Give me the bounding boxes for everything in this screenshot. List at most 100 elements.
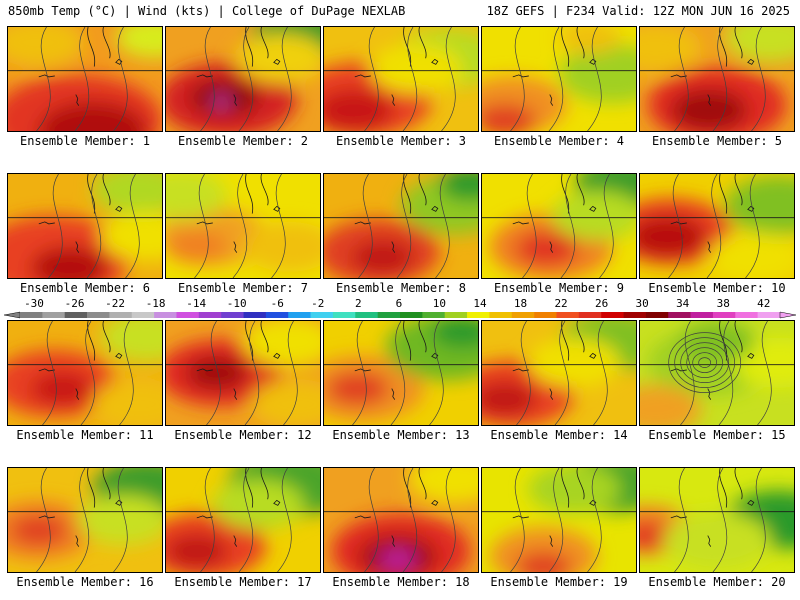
scale-swatch [556, 312, 580, 318]
low-pressure-contour [686, 347, 724, 378]
height-contour [244, 321, 260, 425]
map-boundary [512, 368, 529, 372]
height-contour [364, 468, 379, 572]
model-run-info: 18Z GEFS | F234 Valid: 12Z MON JUN 16 20… [486, 4, 790, 18]
ensemble-member-caption: Ensemble Member: 3 [335, 134, 467, 148]
temperature-anomaly [212, 479, 305, 530]
scale-swatch [154, 312, 177, 318]
scale-swatch [87, 312, 110, 318]
map-boundary [734, 174, 743, 206]
temperature-anomaly [663, 511, 771, 570]
scale-tick-label: -18 [145, 297, 166, 310]
height-contour [277, 468, 292, 572]
map-boundary [561, 468, 570, 508]
ensemble-member-map [7, 173, 163, 279]
map-boundary [403, 174, 412, 214]
temperature-anomaly [212, 96, 231, 107]
height-contour [548, 27, 564, 131]
temperature-anomaly [515, 551, 572, 572]
ensemble-member-caption: Ensemble Member: 6 [19, 281, 151, 295]
map-boundary [719, 468, 728, 508]
height-contour [674, 468, 689, 572]
height-contour [706, 174, 722, 278]
height-contour [113, 468, 128, 572]
map-boundary [273, 205, 281, 212]
map-boundary [747, 352, 755, 359]
low-pressure-contour [668, 332, 742, 393]
map-boundary [418, 321, 427, 353]
map-boundary [418, 468, 427, 500]
map-boundary [431, 58, 439, 65]
ensemble-member-map [7, 26, 163, 132]
ensemble-member-caption: Ensemble Member: 20 [648, 575, 786, 589]
height-contour [358, 174, 373, 278]
map-boundary [260, 27, 269, 59]
scale-swatch [601, 312, 624, 318]
scale-tick-label: 42 [757, 297, 771, 310]
height-contour [200, 468, 215, 572]
height-contour [36, 468, 51, 572]
temperature-anomaly [166, 534, 228, 568]
height-contour [522, 174, 537, 278]
height-contour [119, 321, 134, 425]
ensemble-member-map [165, 467, 321, 573]
height-contour [86, 174, 102, 278]
scale-swatch [578, 312, 602, 318]
temperature-anomaly [559, 27, 621, 55]
map-boundary [512, 221, 529, 225]
map-boundary [403, 321, 412, 361]
scale-swatch [198, 312, 222, 318]
color-scale-bar [3, 311, 797, 319]
scale-swatch [377, 312, 401, 318]
map-boundary [196, 221, 213, 225]
scale-swatch [690, 312, 714, 318]
height-contour [441, 27, 456, 131]
height-contour [718, 321, 734, 425]
height-contour [113, 27, 128, 131]
temperature-anomaly [77, 495, 162, 545]
height-contour [429, 321, 444, 425]
map-boundary [273, 58, 281, 65]
map-boundary [87, 468, 96, 508]
scale-tick-label: -30 [24, 297, 44, 310]
scale-swatch [20, 312, 43, 318]
height-contour [352, 321, 367, 425]
map-boundary [115, 205, 123, 212]
height-contour [757, 321, 772, 425]
map-boundary [734, 27, 743, 59]
ensemble-member-map [639, 26, 795, 132]
height-contour [238, 27, 254, 131]
map-boundary [75, 241, 80, 253]
map-boundary [102, 468, 111, 500]
temperature-anomaly [250, 379, 320, 425]
map-boundary [747, 58, 755, 65]
temperature-anomaly [489, 527, 598, 572]
temperature-anomaly [92, 379, 162, 425]
temperature-anomaly [11, 515, 67, 546]
height-contour [238, 468, 254, 572]
ensemble-member-caption: Ensemble Member: 19 [490, 575, 628, 589]
height-contour [42, 321, 57, 425]
temperature-anomaly [327, 371, 389, 406]
temperature-anomaly [31, 246, 109, 278]
ensemble-member-caption: Ensemble Member: 14 [490, 428, 628, 442]
ensemble-member-map [639, 467, 795, 573]
map-boundary [747, 205, 755, 212]
map-boundary [549, 535, 554, 547]
scale-swatch [310, 312, 334, 318]
map-boundary [354, 515, 371, 519]
height-contour [668, 174, 683, 278]
map-boundary [75, 535, 80, 547]
scale-swatch [489, 312, 513, 318]
ensemble-member-map [639, 320, 795, 426]
map-boundary [391, 94, 396, 106]
ensemble-member-caption: Ensemble Member: 13 [332, 428, 470, 442]
height-contour [516, 321, 531, 425]
ensemble-member-caption: Ensemble Member: 12 [174, 428, 312, 442]
height-contour [599, 174, 614, 278]
scale-swatch [288, 312, 311, 318]
height-contour [435, 174, 450, 278]
scale-tick-label: 10 [432, 297, 447, 310]
ensemble-member-map [7, 467, 163, 573]
map-boundary [273, 499, 281, 506]
